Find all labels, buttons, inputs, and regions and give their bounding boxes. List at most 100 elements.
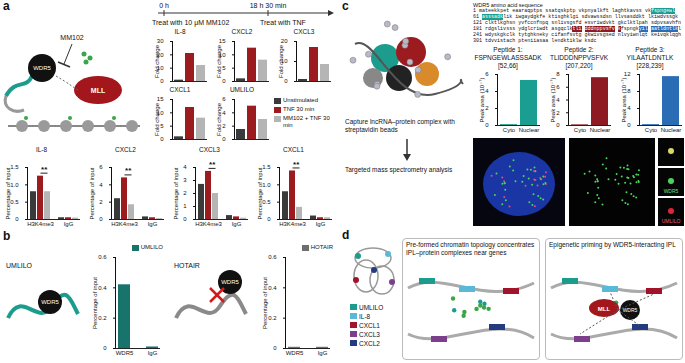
svg-text:0.5: 0.5: [10, 199, 19, 205]
svg-text:**: **: [125, 166, 132, 175]
svg-text:0.4: 0.4: [98, 285, 107, 291]
svg-text:Cyto: Cyto: [503, 127, 516, 133]
svg-text:5: 5: [222, 65, 226, 71]
svg-text:WDR5: WDR5: [664, 188, 679, 194]
svg-text:0.6: 0.6: [98, 254, 107, 260]
svg-text:0: 0: [183, 216, 187, 222]
svg-text:Percentage of input: Percentage of input: [92, 277, 98, 329]
svg-text:Peak area (10⁻⁷): Peak area (10⁻⁷): [621, 77, 627, 122]
svg-text:0: 0: [99, 216, 103, 222]
svg-text:Nuclear: Nuclear: [590, 127, 611, 133]
svg-text:15: 15: [157, 96, 164, 102]
svg-text:H3K4me3: H3K4me3: [279, 221, 306, 227]
svg-text:IgG: IgG: [232, 221, 242, 227]
svg-text:WDR5: WDR5: [286, 350, 304, 356]
svg-text:Percentage of input: Percentage of input: [173, 167, 179, 219]
svg-text:0: 0: [267, 216, 271, 222]
svg-text:8: 8: [627, 88, 631, 94]
svg-text:IgG: IgG: [148, 350, 158, 356]
svg-text:IgG: IgG: [318, 350, 328, 356]
svg-text:0: 0: [160, 78, 164, 84]
svg-text:1.0: 1.0: [262, 182, 271, 188]
svg-text:8: 8: [556, 71, 560, 77]
svg-text:6: 6: [485, 71, 489, 77]
svg-text:MLL: MLL: [598, 306, 611, 312]
svg-text:0: 0: [273, 345, 277, 351]
svg-text:0.6: 0.6: [268, 254, 277, 260]
svg-text:MM102: MM102: [60, 34, 83, 41]
svg-text:1: 1: [183, 203, 187, 209]
svg-text:20: 20: [281, 38, 288, 44]
svg-text:Fold change: Fold change: [216, 102, 222, 136]
svg-text:15: 15: [219, 38, 226, 44]
svg-text:4: 4: [99, 182, 103, 188]
svg-text:30: 30: [157, 38, 164, 44]
svg-text:6: 6: [222, 96, 226, 102]
svg-text:WDR5: WDR5: [116, 350, 134, 356]
svg-text:6: 6: [556, 84, 560, 90]
svg-text:Fold change: Fold change: [154, 102, 160, 136]
svg-text:18 h 30 min: 18 h 30 min: [250, 2, 287, 9]
svg-text:0.2: 0.2: [268, 315, 277, 321]
svg-text:4: 4: [183, 164, 187, 170]
svg-text:Treat with 10 μM MM102: Treat with 10 μM MM102: [152, 19, 229, 27]
svg-text:4: 4: [485, 88, 489, 94]
svg-text:0: 0: [485, 122, 489, 128]
svg-text:1.5: 1.5: [10, 164, 19, 170]
svg-text:2: 2: [99, 199, 103, 205]
svg-text:WDR5: WDR5: [221, 279, 239, 285]
svg-text:WDR5: WDR5: [623, 307, 638, 313]
svg-text:0: 0: [222, 78, 226, 84]
svg-text:Fold change: Fold change: [216, 44, 222, 78]
svg-text:Cyto: Cyto: [645, 127, 658, 133]
svg-text:0: 0: [15, 216, 19, 222]
svg-text:0: 0: [103, 345, 107, 351]
svg-text:0: 0: [556, 122, 560, 128]
svg-text:6: 6: [99, 164, 103, 170]
svg-text:UMLILO: UMLILO: [662, 218, 681, 224]
svg-text:**: **: [209, 160, 216, 169]
svg-text:**: **: [293, 160, 300, 169]
svg-text:H3K4me3: H3K4me3: [111, 221, 138, 227]
svg-text:0.5: 0.5: [262, 199, 271, 205]
svg-text:12: 12: [624, 71, 631, 77]
svg-text:2: 2: [556, 110, 560, 116]
svg-text:IgG: IgG: [148, 221, 158, 227]
svg-text:IgG: IgG: [64, 221, 74, 227]
svg-text:HOTAIR: HOTAIR: [174, 262, 200, 269]
svg-text:Peak area (10⁻⁷): Peak area (10⁻⁷): [550, 77, 556, 122]
svg-text:4: 4: [556, 97, 560, 103]
svg-text:0.4: 0.4: [268, 285, 277, 291]
svg-text:Treat with TNF: Treat with TNF: [260, 19, 306, 26]
svg-text:Cyto: Cyto: [574, 127, 587, 133]
svg-text:0 h: 0 h: [159, 2, 169, 9]
svg-text:Fold change: Fold change: [154, 44, 160, 78]
svg-text:WDR5: WDR5: [33, 65, 51, 71]
svg-text:1.5: 1.5: [262, 164, 271, 170]
svg-text:H3K4me3: H3K4me3: [27, 221, 54, 227]
svg-text:IgG: IgG: [316, 221, 326, 227]
svg-text:4: 4: [627, 105, 631, 111]
svg-text:0.2: 0.2: [98, 315, 107, 321]
svg-text:0: 0: [627, 122, 631, 128]
svg-text:3: 3: [183, 177, 187, 183]
svg-text:0: 0: [222, 136, 226, 142]
svg-text:UMLILO: UMLILO: [6, 262, 33, 269]
svg-text:**: **: [41, 165, 48, 174]
svg-text:0: 0: [284, 78, 288, 84]
svg-text:Percentage of input: Percentage of input: [5, 167, 11, 219]
svg-text:MLL: MLL: [91, 87, 106, 94]
svg-text:4: 4: [222, 110, 226, 116]
svg-text:1.0: 1.0: [10, 182, 19, 188]
svg-text:Nuclear: Nuclear: [519, 127, 540, 133]
svg-text:0: 0: [160, 136, 164, 142]
svg-text:Percentage of input: Percentage of input: [262, 277, 268, 329]
svg-text:Nuclear: Nuclear: [661, 127, 682, 133]
svg-text:Percentage of input: Percentage of input: [89, 167, 95, 219]
svg-text:Peak area (10⁻⁷): Peak area (10⁻⁷): [479, 77, 485, 122]
svg-text:2: 2: [183, 190, 187, 196]
svg-text:2: 2: [485, 105, 489, 111]
svg-text:Fold change: Fold change: [278, 44, 284, 78]
svg-text:2: 2: [222, 123, 226, 129]
svg-text:5: 5: [160, 123, 164, 129]
